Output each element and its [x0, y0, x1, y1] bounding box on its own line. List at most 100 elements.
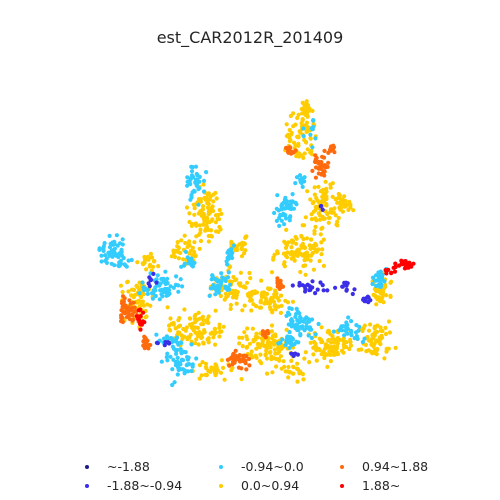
map-point [316, 247, 321, 252]
map-point [295, 379, 300, 384]
map-point [204, 170, 209, 175]
map-point [294, 366, 299, 371]
map-point [259, 336, 264, 341]
map-point [333, 213, 338, 218]
map-point [230, 295, 236, 300]
map-point [228, 264, 233, 269]
map-point [235, 247, 240, 252]
map-point [319, 160, 324, 165]
map-point [206, 191, 211, 196]
map-point [182, 371, 187, 376]
map-point [349, 329, 354, 334]
map-point [357, 324, 362, 329]
map-point [155, 341, 160, 346]
map-point [362, 323, 367, 328]
map-point [325, 330, 330, 335]
map-point [101, 248, 106, 253]
map-point [303, 112, 308, 117]
map-point [192, 212, 197, 217]
map-point [187, 316, 192, 321]
map-point [159, 359, 164, 364]
map-point [172, 380, 177, 385]
map-point [219, 211, 224, 216]
map-point [165, 351, 170, 356]
map-point [274, 218, 279, 223]
map-point [388, 294, 393, 299]
map-point [138, 327, 143, 332]
map-point [194, 223, 199, 228]
map-point [298, 369, 303, 374]
map-point [254, 304, 259, 309]
map-point [225, 250, 230, 255]
map-point [319, 340, 324, 345]
map-point [304, 324, 309, 329]
map-point [333, 352, 338, 357]
map-point [165, 293, 170, 298]
map-point [267, 287, 272, 292]
map-point [335, 344, 340, 349]
map-point [311, 118, 316, 123]
map-point [374, 302, 379, 307]
map-point [331, 143, 336, 148]
map-point [287, 330, 292, 335]
map-point [275, 193, 280, 198]
map-point [199, 373, 204, 378]
map-point [295, 253, 300, 258]
map-point [154, 332, 159, 337]
map-point [302, 151, 307, 156]
map-point [243, 248, 248, 253]
map-point [143, 336, 148, 341]
map-point [173, 282, 178, 287]
map-point [302, 284, 307, 289]
map-point [151, 271, 156, 276]
map-point [332, 206, 337, 211]
map-point [310, 244, 316, 249]
map-point [175, 240, 180, 245]
legend-marker-6 [340, 484, 344, 488]
map-point [335, 223, 340, 228]
map-point [305, 147, 310, 152]
map-point [231, 243, 237, 248]
map-point [196, 310, 201, 315]
map-point [120, 294, 126, 299]
map-point [130, 318, 135, 323]
map-point [279, 218, 284, 223]
map-point [233, 348, 238, 353]
map-point [213, 330, 218, 335]
map-point [384, 271, 389, 276]
map-point [118, 283, 124, 288]
map-point [198, 227, 203, 232]
map-point [136, 308, 141, 313]
map-point [258, 352, 263, 357]
map-point [316, 166, 321, 171]
map-point [246, 293, 251, 298]
map-point [153, 288, 158, 293]
map-point [281, 251, 286, 256]
map-point [222, 297, 227, 302]
map-point [274, 206, 279, 211]
map-point [192, 206, 197, 211]
map-point [120, 289, 125, 295]
map-point [132, 305, 137, 310]
map-point [311, 200, 316, 205]
map-point [185, 175, 190, 180]
map-point [126, 289, 131, 294]
map-point [342, 194, 347, 199]
map-point [387, 330, 392, 335]
map-point [348, 343, 354, 348]
map-point [99, 259, 104, 264]
map-point [213, 342, 218, 347]
map-point [141, 310, 146, 315]
map-point [332, 339, 337, 344]
map-point [234, 301, 239, 306]
map-point [308, 132, 313, 137]
map-point [218, 280, 223, 285]
map-point [197, 223, 202, 228]
map-point [392, 269, 398, 274]
map-point [247, 356, 252, 361]
map-point [350, 291, 355, 297]
map-point [162, 343, 167, 348]
map-point [295, 115, 300, 121]
map-point [201, 330, 206, 335]
map-point [300, 324, 305, 329]
